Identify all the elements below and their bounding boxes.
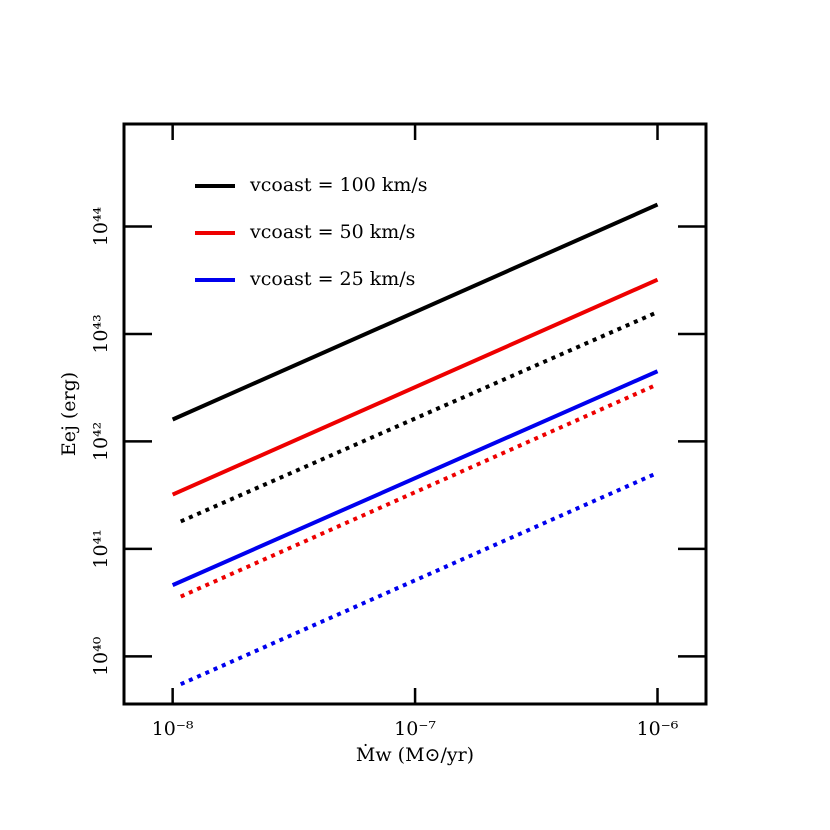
line <box>171 369 659 587</box>
x-axis-label: Ṁw (M⊙/yr) <box>356 743 474 766</box>
y-tick-label: 10⁴⁴ <box>90 206 112 246</box>
plot-frame <box>122 122 708 706</box>
legend-label: vcoast = 25 km/s <box>249 268 415 290</box>
x-tick-label: 10⁻⁶ <box>637 718 679 740</box>
x-tick-label: 10⁻⁸ <box>152 718 194 740</box>
line <box>171 202 659 422</box>
line <box>171 277 659 497</box>
y-axis-label: Eej (erg) <box>58 372 80 456</box>
y-tick-label: 10⁴² <box>90 422 112 461</box>
y-tick-label: 10⁴⁰ <box>90 636 112 676</box>
x-tick-label: 10⁻⁷ <box>394 718 436 740</box>
dotted-line <box>179 382 659 599</box>
dotted-line <box>179 310 659 524</box>
legend-label: vcoast = 50 km/s <box>249 221 415 243</box>
legend-label: vcoast = 100 km/s <box>249 174 428 196</box>
dotted-line <box>179 471 659 687</box>
y-tick-label: 10⁴³ <box>90 314 112 353</box>
y-tick-label: 10⁴¹ <box>90 529 112 568</box>
